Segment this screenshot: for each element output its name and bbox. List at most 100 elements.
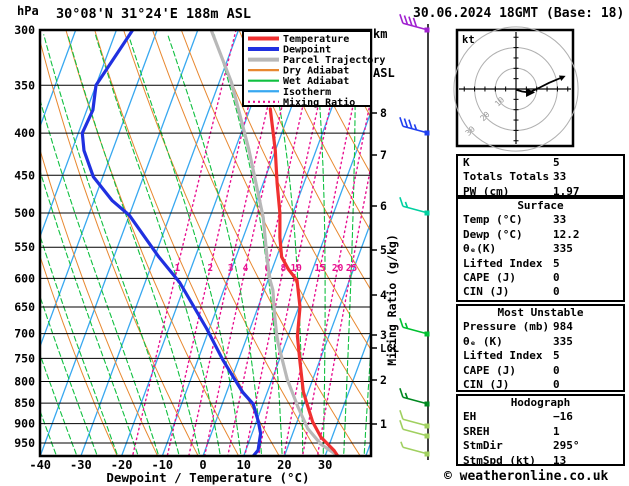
wet-adiabat-line <box>43 34 180 456</box>
panel-row: SREH 1 <box>458 425 623 439</box>
km-tick-label: 8 <box>380 106 387 120</box>
pressure-tick-label: 400 <box>14 126 35 140</box>
wind-barb <box>399 317 430 337</box>
panel-row-value: 5 <box>553 256 560 270</box>
wet-adiabat-line <box>363 337 371 456</box>
km-tick-label: 6 <box>380 199 387 213</box>
km-tick-label: 1 <box>380 417 387 431</box>
hodograph-trace <box>516 77 561 94</box>
isotherm-line <box>40 30 158 349</box>
panel-row-label: SREH <box>463 424 490 438</box>
isotherm-line <box>80 30 240 456</box>
mixing-ratio-value-label: 2 <box>207 263 213 274</box>
panel-row-value: 1.97 <box>553 184 580 198</box>
isotherm-line <box>243 110 371 456</box>
mixing-ratio-line <box>257 30 348 456</box>
legend-box <box>242 30 372 107</box>
panel-row-label: CIN (J) <box>463 285 510 299</box>
pressure-tick-label: 350 <box>14 78 35 92</box>
wind-barb <box>399 419 430 439</box>
panel-row-label: Lifted Index <box>463 256 543 270</box>
mixing-ratio-line <box>244 30 336 456</box>
panel-row: θₑ(K) 335 <box>458 242 623 256</box>
panel-row-label: Totals Totals <box>463 170 550 184</box>
panel-row: Pressure (mb) 984 <box>458 320 623 334</box>
parcel-trajectory-curve <box>209 30 340 456</box>
dewpoint-curve <box>80 30 263 456</box>
pressure-tick-label: 900 <box>14 417 35 431</box>
panel-row-value: 0 <box>553 378 560 392</box>
panel-row: EH −16 <box>458 410 623 424</box>
panel-row: CAPE (J) 0 <box>458 364 623 378</box>
wind-barb <box>399 387 430 407</box>
wet-adiabat-line <box>40 97 160 456</box>
pressure-tick-label: 300 <box>14 23 35 37</box>
panel-row: Lifted Index 5 <box>458 349 623 363</box>
legend-label: Temperature <box>283 34 349 45</box>
panel-row-value: −16 <box>553 410 573 424</box>
panel-row: Temp (°C) 33 <box>458 213 623 227</box>
hodograph-ring <box>453 26 579 152</box>
station-title: 30°08'N 31°24'E 188m ASL <box>56 6 252 22</box>
panel-row: CIN (J) 0 <box>458 285 623 299</box>
panel-row: Lifted Index 5 <box>458 257 623 271</box>
panel-section: K 5 Totals Totals 33 PW (cm) 1.97 <box>456 154 625 198</box>
wet-adiabat-line <box>40 168 139 456</box>
hodograph-box <box>455 28 575 148</box>
km-tick-label: 2 <box>380 373 387 387</box>
panel-section-title: Surface <box>517 199 564 212</box>
panel-row-value: 0 <box>553 363 560 377</box>
panel-row-label: Dewp (°C) <box>463 227 523 241</box>
temperature-curve <box>268 107 340 456</box>
panel-row-value: 0 <box>553 271 560 285</box>
hodograph-unit-label: kt <box>462 34 475 46</box>
panel-row: StmDir 295° <box>458 439 623 453</box>
legend-label: Mixing Ratio <box>283 96 355 108</box>
pressure-tick-label: 600 <box>14 271 35 285</box>
panel-row: Totals Totals 33 <box>458 170 623 184</box>
mixing-ratio-value-label: 3 <box>228 263 234 274</box>
isotherm-line <box>324 330 371 456</box>
mixing-ratio-value-label: 25 <box>346 263 358 274</box>
storm-motion-marker <box>526 88 536 98</box>
date-title: 30.06.2024 18GMT (Base: 18) <box>413 6 625 21</box>
mixing-ratio-line <box>203 30 301 456</box>
km-label: km <box>373 27 388 41</box>
legend-label: Dewpoint <box>283 44 331 56</box>
isotherm-line <box>283 220 371 456</box>
legend-label: Dry Adiabat <box>283 65 349 77</box>
legend-label: Wet Adiabat <box>283 75 349 87</box>
panel-row-label: Lifted Index <box>463 349 543 363</box>
mixing-ratio-line <box>227 30 321 456</box>
copyright-footer: © weatheronline.co.uk <box>444 469 609 484</box>
panel-row-value: 5 <box>553 156 560 169</box>
pressure-tick-label: 850 <box>14 396 35 410</box>
temperature-tick-label: -10 <box>151 458 173 472</box>
panel-row-value: 5 <box>553 349 560 363</box>
mixing-ratio-value-label: 10 <box>290 263 302 274</box>
panel-section: Hodograph EH −16 SREH 1 StmDir 295° StmSpd (kt)… <box>456 394 625 467</box>
asl-label: ASL <box>373 66 395 80</box>
legend-label: Isotherm <box>283 87 331 98</box>
panel-row-label: K <box>463 156 470 169</box>
panel-row-value: 335 <box>553 334 573 348</box>
panel-row-label: Pressure (mb) <box>463 320 550 334</box>
panel-row-label: CAPE (J) <box>463 271 516 285</box>
temperature-tick-label: -40 <box>29 458 51 472</box>
mixing-ratio-value-label: 15 <box>314 263 326 274</box>
temperature-tick-label: -20 <box>111 458 133 472</box>
isotherm-line <box>40 30 199 456</box>
wet-adiabat-line <box>213 34 283 456</box>
legend-label: Parcel Trajectory <box>283 54 385 66</box>
isotherm-line <box>40 30 77 129</box>
wind-barb <box>400 441 430 457</box>
pressure-unit-label: hPa <box>17 4 39 18</box>
panel-row-label: CAPE (J) <box>463 363 516 377</box>
altitude-axis-unit: km ASL <box>373 2 402 106</box>
pressure-tick-label: 800 <box>14 374 35 388</box>
panel-row-label: θₑ (K) <box>463 334 503 348</box>
mixing-ratio-axis-label: Mixing Ratio (g/kg) <box>385 234 399 366</box>
